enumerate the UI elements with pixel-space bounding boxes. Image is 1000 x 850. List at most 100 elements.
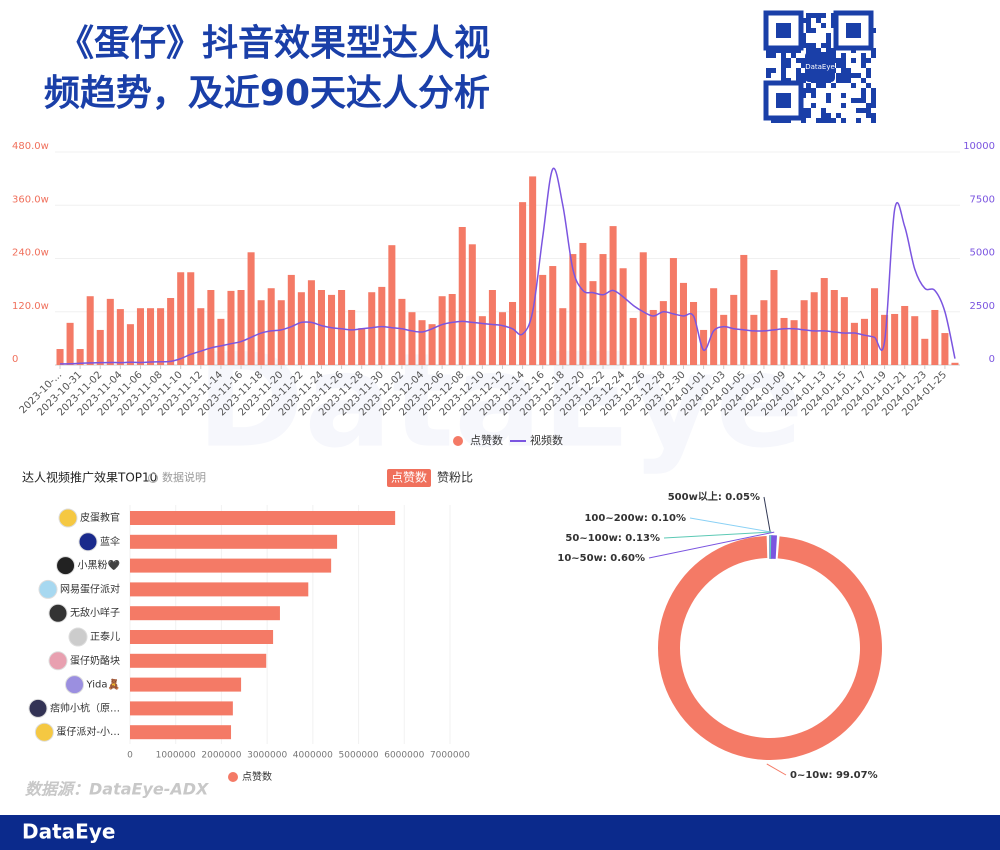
bar — [740, 254, 748, 365]
qr-cell — [871, 113, 876, 118]
line — [60, 167, 956, 365]
bar — [810, 292, 818, 365]
qr-cell — [871, 93, 876, 98]
qr-cell — [841, 68, 846, 73]
bar — [750, 314, 758, 365]
slice-label: 50~100w: 0.13% — [565, 533, 660, 544]
y-tick-label: 0 — [12, 354, 18, 365]
avatar — [58, 508, 78, 528]
qr-cell — [826, 118, 831, 123]
bar — [860, 318, 868, 365]
qr-cell — [841, 93, 846, 98]
qr-finder-core — [846, 23, 861, 38]
qr-cell — [811, 88, 816, 93]
y-tick-label: 480.0w — [12, 141, 49, 152]
bar — [941, 333, 949, 365]
qr-finder-core — [776, 23, 791, 38]
donut-slice — [770, 535, 777, 559]
bar — [267, 288, 275, 365]
bar — [297, 292, 305, 365]
title-line: 频趋势，及近90天达人分析 — [44, 73, 490, 114]
qr-label: DataEye — [805, 63, 835, 71]
qr-cell — [781, 53, 786, 58]
bar — [559, 308, 567, 365]
tab[interactable] — [433, 469, 477, 487]
qr-cell — [811, 43, 816, 48]
chart-title: 达人视频推广效果TOP10 — [22, 470, 157, 485]
bar — [368, 292, 376, 365]
bar — [468, 244, 476, 365]
bar — [130, 701, 233, 716]
x-tick-label: 7000000 — [430, 751, 470, 761]
tab-label[interactable]: 赞粉比 — [437, 471, 473, 485]
bar — [951, 362, 959, 365]
bar — [388, 245, 396, 365]
tab-label[interactable]: 点赞数 — [391, 470, 427, 485]
qr-cell — [836, 58, 841, 63]
bar — [86, 296, 94, 365]
bar — [227, 290, 235, 365]
category-label: 无敌小咩子 — [70, 606, 120, 619]
bar — [901, 305, 909, 365]
avatar — [28, 698, 48, 718]
qr-cell — [841, 118, 846, 123]
category-label: 皮蛋教官 — [80, 511, 120, 524]
qr-cell — [841, 53, 846, 58]
slice-label: 100~200w: 0.10% — [584, 513, 686, 524]
bar — [130, 653, 267, 668]
qr-cell — [866, 58, 871, 63]
tab[interactable] — [387, 469, 431, 487]
bar — [760, 300, 768, 365]
bar — [147, 308, 155, 365]
qr-cell — [861, 63, 866, 68]
qr-cell — [846, 78, 851, 83]
x-tick-label: 4000000 — [293, 751, 333, 761]
bar — [780, 317, 788, 365]
qr-cell — [871, 98, 876, 103]
qr-cell — [816, 18, 821, 23]
qr-cell — [871, 88, 876, 93]
qr-cell — [781, 58, 786, 63]
qr-cell — [806, 83, 811, 88]
qr-cell — [816, 48, 821, 53]
bar — [130, 606, 280, 621]
qr-cell — [836, 73, 841, 78]
bar — [710, 288, 718, 365]
bar — [438, 296, 446, 365]
qr-cell — [866, 108, 871, 113]
qr-cell — [856, 108, 861, 113]
qr-cell — [826, 93, 831, 98]
leader-line — [648, 531, 775, 559]
bar — [488, 290, 496, 365]
qr-cell — [851, 58, 856, 63]
bar — [130, 725, 232, 740]
qr-cell — [811, 103, 816, 108]
bar — [509, 301, 517, 365]
qr-cell — [871, 53, 876, 58]
bar — [599, 254, 607, 365]
bar — [66, 322, 74, 365]
qr-cell — [856, 73, 861, 78]
y2-tick-label: 10000 — [963, 141, 995, 152]
bar — [639, 252, 647, 365]
bar — [619, 268, 627, 365]
qr-code: DataEye — [763, 10, 876, 123]
bar — [549, 266, 557, 365]
note: 数据说明 — [162, 470, 206, 484]
bar — [187, 272, 195, 365]
bar — [126, 324, 134, 365]
qr-cell — [801, 63, 806, 68]
avatar — [78, 532, 98, 552]
x-tick-label: 3000000 — [247, 751, 287, 761]
qr-cell — [851, 83, 856, 88]
bar — [277, 300, 285, 365]
qr-cell — [866, 68, 871, 73]
brand: DataEye — [22, 820, 115, 844]
bar — [136, 308, 144, 365]
avatar — [48, 651, 68, 671]
qr-cell — [791, 53, 796, 58]
bar — [629, 317, 637, 365]
slice-label: 500w以上: 0.05% — [668, 490, 760, 503]
qr-cell — [826, 48, 831, 53]
